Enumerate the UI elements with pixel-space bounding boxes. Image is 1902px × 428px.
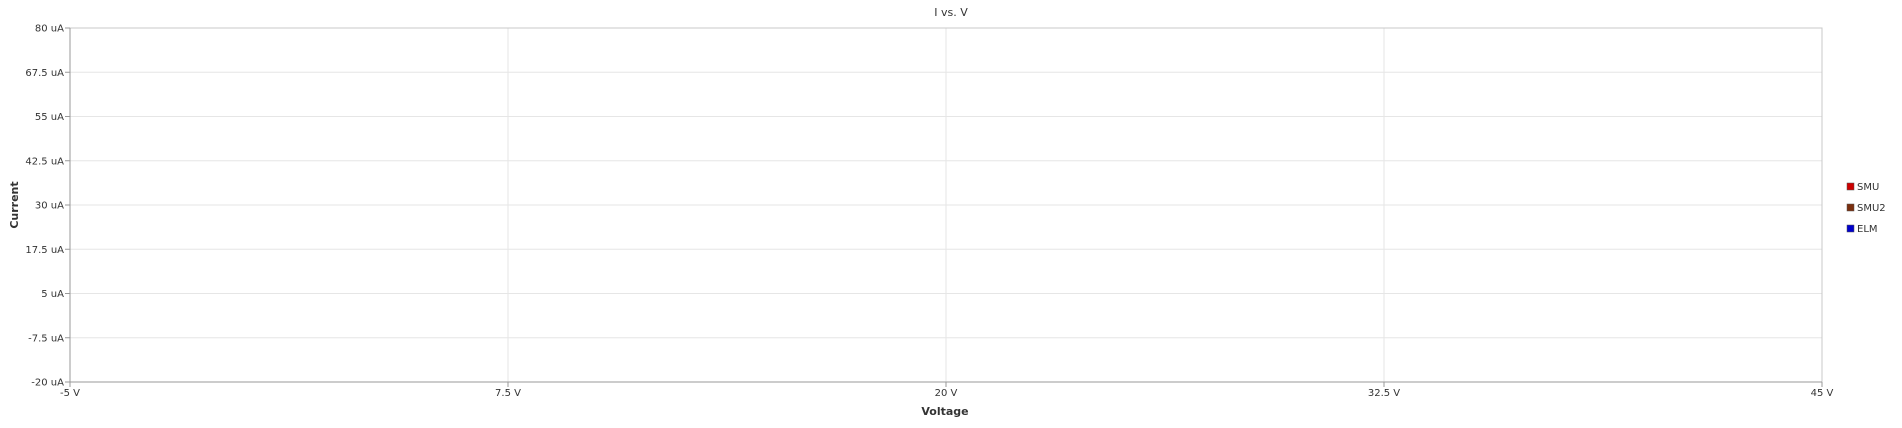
legend-label-elm: ELM: [1857, 224, 1878, 235]
y-axis-title: Current: [8, 181, 21, 228]
chart-title: I vs. V: [934, 6, 968, 19]
y-tick-label: 17.5 uA: [25, 245, 64, 256]
y-tick-label: -7.5 uA: [28, 333, 64, 344]
y-tick-label: 5 uA: [41, 289, 64, 300]
legend-swatch-smu: [1846, 182, 1855, 191]
y-tick-label: 80 uA: [35, 24, 64, 35]
legend-swatch-smu2: [1846, 203, 1855, 212]
x-axis-title: Voltage: [921, 405, 968, 418]
y-tick-label: 55 uA: [35, 112, 64, 123]
axis-layer: -5 V 7.5 V 20 V 32.5 V 45 V 80 uA 67.5 uA 55 uA…: [25, 24, 1833, 400]
y-tick-label: 67.5 uA: [25, 68, 64, 79]
legend: SMU SMU2 ELM: [1846, 182, 1886, 235]
legend-label-smu2: SMU2: [1857, 203, 1886, 214]
legend-label-smu: SMU: [1857, 182, 1879, 193]
x-tick-label: 45 V: [1811, 388, 1834, 399]
y-tick-label: 30 uA: [35, 201, 64, 212]
x-tick-label: -5 V: [60, 388, 80, 399]
y-tick-label: 42.5 uA: [25, 156, 64, 167]
x-tick-label: 20 V: [935, 388, 958, 399]
y-tick-label: -20 uA: [31, 378, 64, 389]
x-tick-label: 7.5 V: [495, 388, 521, 399]
legend-swatch-elm: [1846, 224, 1855, 233]
x-tick-label: 32.5 V: [1368, 388, 1400, 399]
grid-layer: [69, 27, 1823, 383]
